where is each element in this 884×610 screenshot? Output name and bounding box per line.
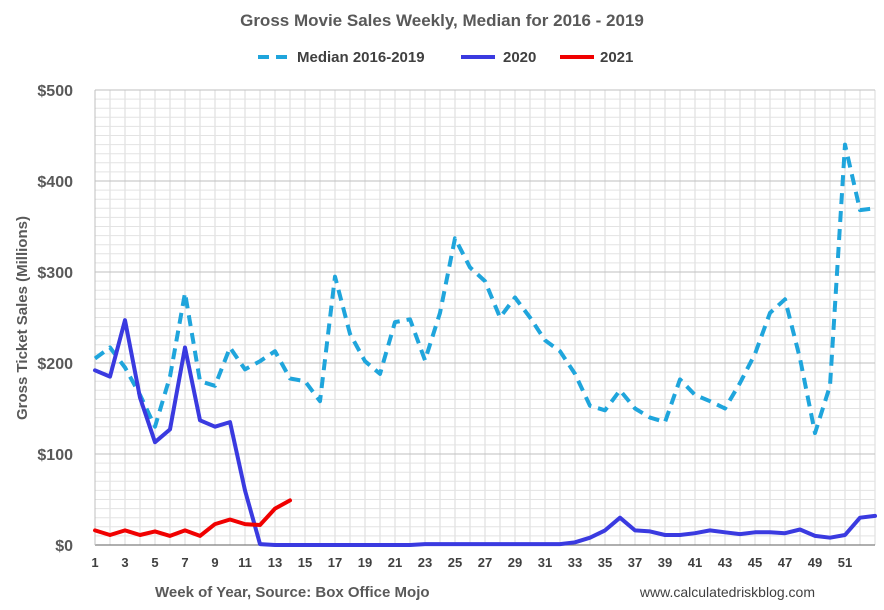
y-tick-label: $500 <box>37 83 73 100</box>
x-tick-label: 45 <box>748 555 762 570</box>
y-tick-label: $300 <box>37 265 73 282</box>
x-tick-label: 49 <box>808 555 822 570</box>
x-tick-label: 27 <box>478 555 492 570</box>
x-tick-label: 1 <box>91 555 98 570</box>
series-lines <box>93 142 877 547</box>
series-line-2020 <box>93 318 877 547</box>
y-axis-label: Gross Ticket Sales (Millions) <box>14 216 31 420</box>
chart-title: Gross Movie Sales Weekly, Median for 201… <box>240 11 644 30</box>
x-tick-label: 5 <box>151 555 158 570</box>
x-tick-label: 43 <box>718 555 732 570</box>
legend-label-2021: 2021 <box>600 49 633 66</box>
x-axis-label: Week of Year, Source: Box Office Mojo <box>155 584 430 601</box>
x-tick-label: 21 <box>388 555 402 570</box>
y-tick-label: $100 <box>37 447 73 464</box>
x-tick-label: 41 <box>688 555 702 570</box>
x-tick-label: 15 <box>298 555 312 570</box>
x-tick-label: 33 <box>568 555 582 570</box>
x-tick-label: 23 <box>418 555 432 570</box>
x-tick-label: 51 <box>838 555 852 570</box>
y-tick-label: $400 <box>37 174 73 191</box>
x-tick-label: 47 <box>778 555 792 570</box>
x-tick-label: 13 <box>268 555 282 570</box>
x-tick-label: 9 <box>211 555 218 570</box>
legend-label-2020: 2020 <box>503 49 536 66</box>
x-tick-label: 35 <box>598 555 612 570</box>
y-tick-label: $200 <box>37 356 73 373</box>
x-tick-label: 39 <box>658 555 672 570</box>
x-tick-label: 31 <box>538 555 552 570</box>
source-note: www.calculatedriskblog.com <box>639 584 815 600</box>
x-tick-label: 7 <box>181 555 188 570</box>
y-tick-label: $0 <box>55 538 73 555</box>
x-tick-label: 11 <box>238 555 252 570</box>
legend-label-median-2016-2019: Median 2016-2019 <box>297 49 425 66</box>
x-tick-label: 19 <box>358 555 372 570</box>
legend: Median 2016-2019 2020 2021 <box>258 49 633 66</box>
x-tick-label: 25 <box>448 555 462 570</box>
x-tick-label: 37 <box>628 555 642 570</box>
x-tick-label: 17 <box>328 555 342 570</box>
x-tick-label: 29 <box>508 555 522 570</box>
x-tick-label: 3 <box>121 555 128 570</box>
grid <box>94 89 876 546</box>
series-line-median-2016-2019 <box>93 142 876 436</box>
series-line-2021 <box>93 498 292 538</box>
